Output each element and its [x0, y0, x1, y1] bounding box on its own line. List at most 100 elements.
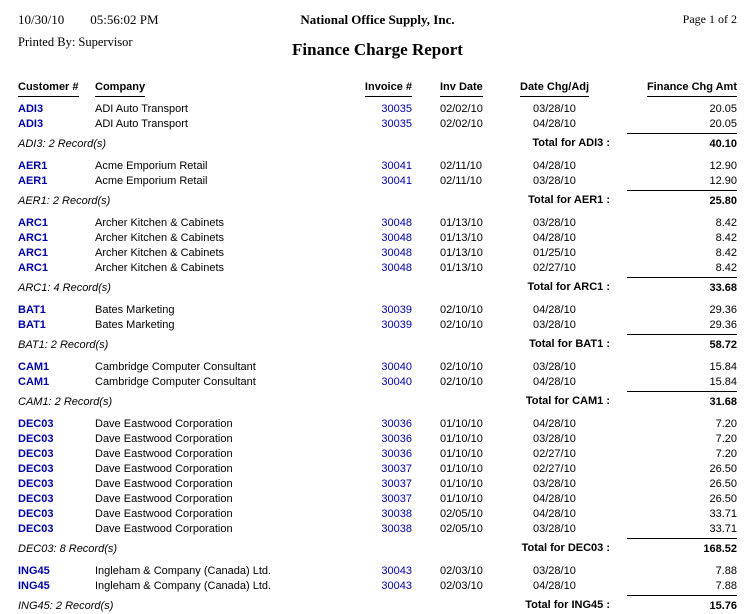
invoice-number-link[interactable]: 30041 [381, 160, 412, 172]
report-row: ADI3 ADI Auto Transport 30035 02/02/10 03/28… [18, 102, 737, 117]
customer-group: AER1 Acme Emporium Retail 30041 02/11/10 04/… [18, 159, 737, 209]
group-footer: ADI3: 2 Record(s) Total for ADI3 : 40.10 [18, 132, 737, 152]
customer-code-link[interactable]: CAM1 [18, 376, 50, 388]
report-row: DEC03 Dave Eastwood Corporation 30038 02/05… [18, 522, 737, 537]
date-charged-cell: 01/25/10 [533, 247, 576, 259]
report-row: CAM1 Cambridge Computer Consultant 30040 02… [18, 375, 737, 390]
company-cell: Cambridge Computer Consultant [95, 361, 256, 373]
customer-code-link[interactable]: DEC03 [18, 433, 54, 445]
report-row: AER1 Acme Emporium Retail 30041 02/11/10 03/… [18, 174, 737, 189]
finance-charge-amount-cell: 15.84 [709, 376, 737, 388]
customer-code-link[interactable]: DEC03 [18, 493, 54, 505]
customer-code-link[interactable]: DEC03 [18, 418, 54, 430]
date-charged-cell: 03/28/10 [533, 217, 576, 229]
customer-code-link[interactable]: ADI3 [18, 103, 44, 115]
report-row: ARC1 Archer Kitchen & Cabinets 30048 01/13/… [18, 231, 737, 246]
date-charged-cell: 04/28/10 [533, 580, 576, 592]
invoice-number-link[interactable]: 30048 [381, 217, 412, 229]
invoice-number-link[interactable]: 30043 [381, 565, 412, 577]
customer-code-link[interactable]: ARC1 [18, 262, 48, 274]
invoice-date-cell: 02/10/10 [440, 304, 483, 316]
customer-code-link[interactable]: DEC03 [18, 448, 54, 460]
finance-charge-amount-cell: 20.05 [709, 103, 737, 115]
customer-code-link[interactable]: ARC1 [18, 217, 48, 229]
report-row: CAM1 Cambridge Computer Consultant 30040 02… [18, 360, 737, 375]
report-row: DEC03 Dave Eastwood Corporation 30037 01/10… [18, 477, 737, 492]
group-total-label: Total for BAT1 : [529, 338, 610, 350]
finance-charge-amount-cell: 20.05 [709, 118, 737, 130]
customer-code-link[interactable]: BAT1 [18, 304, 46, 316]
report-row: DEC03 Dave Eastwood Corporation 30037 01/10… [18, 462, 737, 477]
report-row: DEC03 Dave Eastwood Corporation 30036 01/10… [18, 432, 737, 447]
customer-code-link[interactable]: ARC1 [18, 247, 48, 259]
record-count-label: CAM1: 2 Record(s) [18, 396, 113, 408]
finance-charge-amount-cell: 26.50 [709, 478, 737, 490]
company-cell: Dave Eastwood Corporation [95, 523, 233, 535]
customer-code-link[interactable]: ADI3 [18, 118, 44, 130]
report-row: DEC03 Dave Eastwood Corporation 30036 01/10… [18, 447, 737, 462]
customer-group: ING45 Ingleham & Company (Canada) Ltd. 300… [18, 564, 737, 614]
group-total-value: 58.72 [627, 334, 737, 353]
date-charged-cell: 02/27/10 [533, 262, 576, 274]
group-total-label: Total for CAM1 : [525, 395, 610, 407]
invoice-number-link[interactable]: 30035 [381, 103, 412, 115]
customer-code-link[interactable]: DEC03 [18, 478, 54, 490]
customer-code-link[interactable]: ARC1 [18, 232, 48, 244]
finance-charge-amount-cell: 7.88 [715, 580, 737, 592]
invoice-number-link[interactable]: 30038 [381, 508, 412, 520]
customer-code-link[interactable]: DEC03 [18, 463, 54, 475]
invoice-number-link[interactable]: 30037 [381, 463, 412, 475]
invoice-number-link[interactable]: 30039 [381, 319, 412, 331]
group-total-value: 40.10 [627, 133, 737, 152]
invoice-number-link[interactable]: 30043 [381, 580, 412, 592]
date-charged-cell: 04/28/10 [533, 418, 576, 430]
group-total-label: Total for ARC1 : [527, 281, 611, 293]
company-cell: Acme Emporium Retail [95, 175, 208, 187]
finance-charge-amount-cell: 7.20 [715, 418, 737, 430]
report-row: ING45 Ingleham & Company (Canada) Ltd. 300… [18, 579, 737, 594]
customer-code-link[interactable]: BAT1 [18, 319, 46, 331]
invoice-number-link[interactable]: 30038 [381, 523, 412, 535]
company-cell: Dave Eastwood Corporation [95, 448, 233, 460]
company-cell: Bates Marketing [95, 304, 175, 316]
date-charged-cell: 04/28/10 [533, 304, 576, 316]
report-row: ARC1 Archer Kitchen & Cabinets 30048 01/13/… [18, 246, 737, 261]
customer-code-link[interactable]: AER1 [18, 175, 48, 187]
group-footer: CAM1: 2 Record(s) Total for CAM1 : 31.68 [18, 390, 737, 410]
company-cell: Archer Kitchen & Cabinets [95, 217, 225, 229]
invoice-number-link[interactable]: 30048 [381, 232, 412, 244]
group-footer: BAT1: 2 Record(s) Total for BAT1 : 58.72 [18, 333, 737, 353]
invoice-date-cell: 01/10/10 [440, 433, 483, 445]
invoice-number-link[interactable]: 30040 [381, 376, 412, 388]
invoice-number-link[interactable]: 30041 [381, 175, 412, 187]
customer-code-link[interactable]: ING45 [18, 580, 50, 592]
invoice-date-cell: 01/10/10 [440, 493, 483, 505]
invoice-number-link[interactable]: 30039 [381, 304, 412, 316]
customer-code-link[interactable]: CAM1 [18, 361, 50, 373]
finance-charge-amount-cell: 12.90 [709, 175, 737, 187]
date-charged-cell: 03/28/10 [533, 565, 576, 577]
invoice-number-link[interactable]: 30037 [381, 493, 412, 505]
column-header-date-chg: Date Chg/Adj [516, 80, 610, 97]
customer-code-link[interactable]: DEC03 [18, 523, 54, 535]
invoice-number-link[interactable]: 30036 [381, 433, 412, 445]
date-charged-cell: 03/28/10 [533, 319, 576, 331]
invoice-number-link[interactable]: 30035 [381, 118, 412, 130]
finance-charge-amount-cell: 26.50 [709, 463, 737, 475]
customer-code-link[interactable]: AER1 [18, 160, 48, 172]
report-row: ARC1 Archer Kitchen & Cabinets 30048 01/13/… [18, 216, 737, 231]
invoice-number-link[interactable]: 30036 [381, 448, 412, 460]
customer-code-link[interactable]: ING45 [18, 565, 50, 577]
date-charged-cell: 02/27/10 [533, 448, 576, 460]
customer-code-link[interactable]: DEC03 [18, 508, 54, 520]
group-total-amount: 15.76 [610, 595, 737, 614]
group-total-amount: 40.10 [610, 133, 737, 152]
invoice-number-link[interactable]: 30048 [381, 247, 412, 259]
company-cell: Acme Emporium Retail [95, 160, 208, 172]
print-time: 05:56:02 PM [90, 12, 159, 27]
record-count-label: DEC03: 8 Record(s) [18, 543, 118, 555]
invoice-number-link[interactable]: 30036 [381, 418, 412, 430]
invoice-number-link[interactable]: 30040 [381, 361, 412, 373]
invoice-number-link[interactable]: 30048 [381, 262, 412, 274]
invoice-number-link[interactable]: 30037 [381, 478, 412, 490]
